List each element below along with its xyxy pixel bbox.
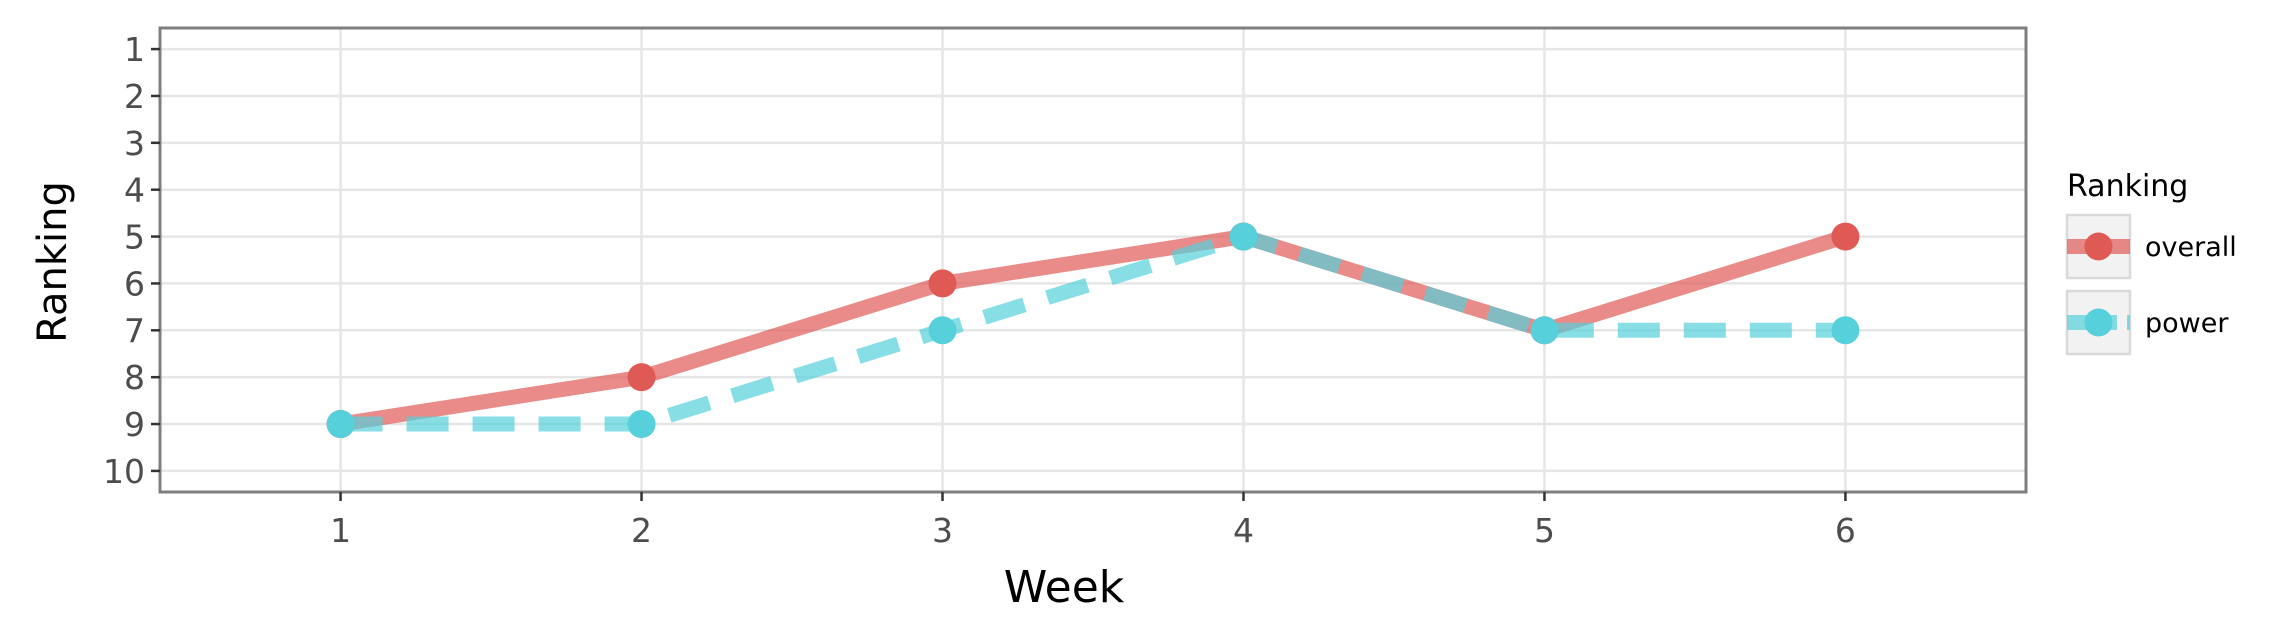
- legend-item-overall: overall: [2065, 213, 2237, 280]
- x-tick-label: 6: [1835, 511, 1856, 550]
- legend-label: overall: [2145, 232, 2237, 263]
- legend-title: Ranking: [2067, 169, 2188, 204]
- series-line-overall: [339, 229, 1848, 432]
- data-point-power: [928, 316, 957, 345]
- legend-items: overall power: [2065, 213, 2237, 356]
- y-axis-label: Ranking: [30, 181, 76, 343]
- y-tick-label: 10: [103, 452, 145, 491]
- axes: 1 2 3 4 5 6 1 2 3 4 5 6 7 8 9 10: [103, 30, 1856, 550]
- y-tick-label: 4: [124, 171, 145, 210]
- data-point-overall: [627, 363, 656, 392]
- data-point-power: [627, 410, 656, 439]
- legend-label: power: [2145, 308, 2229, 339]
- y-tick-label: 5: [124, 218, 145, 257]
- y-tick-label: 7: [124, 311, 145, 350]
- plot-border: [158, 26, 2028, 494]
- data-point-overall: [1831, 222, 1860, 251]
- legend: Ranking overall power: [2065, 169, 2237, 356]
- legend-key-point: [2084, 308, 2113, 337]
- x-axis-label: Week: [1004, 562, 1125, 613]
- data-point-power: [1229, 222, 1258, 251]
- y-tick-label: 6: [124, 264, 145, 303]
- x-tick-label: 4: [1233, 511, 1254, 550]
- x-tick-label: 1: [330, 511, 351, 550]
- y-tick-label: 9: [124, 405, 145, 444]
- series-layer: [326, 222, 1860, 439]
- y-tick-label: 1: [124, 30, 145, 69]
- grid: [160, 28, 2026, 492]
- x-tick-label: 3: [932, 511, 953, 550]
- data-point-power: [326, 410, 355, 439]
- data-point-power: [1831, 316, 1860, 345]
- series-power: [326, 222, 1860, 439]
- data-point-overall: [928, 269, 957, 298]
- x-tick-label: 2: [631, 511, 652, 550]
- y-tick-label: 3: [124, 124, 145, 163]
- legend-key-point: [2084, 232, 2113, 261]
- data-point-power: [1530, 316, 1559, 345]
- legend-item-power: power: [2065, 289, 2229, 356]
- y-tick-label: 2: [124, 77, 145, 116]
- y-tick-label: 8: [124, 358, 145, 397]
- x-tick-label: 5: [1534, 511, 1555, 550]
